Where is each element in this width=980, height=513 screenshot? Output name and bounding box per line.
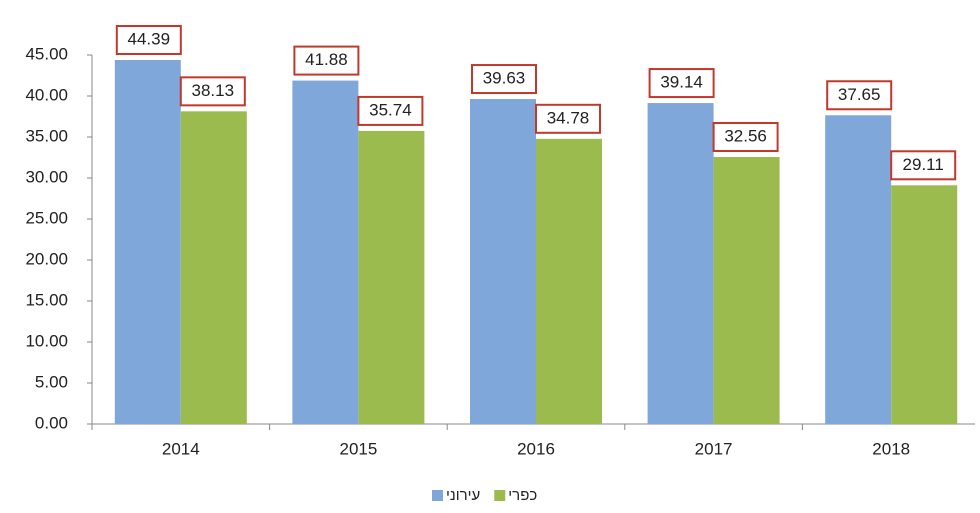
bar	[825, 115, 892, 425]
x-tick-label: 2017	[695, 439, 733, 458]
bar	[713, 157, 780, 424]
value-label-box	[648, 68, 715, 99]
y-tick-label: 30.00	[25, 167, 68, 186]
y-tick-label: 25.00	[25, 208, 68, 227]
value-label-box	[293, 45, 360, 76]
y-tick-label: 40.00	[25, 85, 68, 104]
y-tick-label: 5.00	[35, 372, 68, 391]
y-tick-label: 35.00	[25, 126, 68, 145]
value-label: 37.65	[838, 85, 881, 104]
value-label-box	[357, 95, 424, 126]
bar	[647, 103, 714, 424]
value-label: 32.56	[724, 126, 767, 145]
y-tick-label: 0.00	[35, 413, 68, 432]
value-label: 34.78	[547, 108, 590, 127]
bar	[891, 185, 958, 424]
value-label: 44.39	[128, 29, 171, 48]
value-label: 39.14	[660, 73, 703, 92]
value-label: 29.11	[903, 155, 944, 174]
bar	[358, 130, 425, 424]
y-tick-label: 15.00	[25, 290, 68, 309]
legend-label: כפרי	[508, 487, 537, 504]
legend-swatch	[432, 490, 443, 501]
y-tick-label: 45.00	[25, 44, 68, 63]
x-tick-label: 2018	[872, 439, 910, 458]
x-tick-label: 2014	[162, 439, 200, 458]
value-label-box	[115, 25, 182, 56]
y-tick-label: 10.00	[25, 331, 68, 350]
value-label-box	[471, 64, 537, 95]
value-label: 39.63	[483, 69, 526, 88]
value-label: 35.74	[369, 100, 412, 119]
value-label-box	[890, 150, 957, 181]
bar	[536, 138, 602, 424]
legend-swatch	[494, 490, 506, 501]
x-tick-label: 2016	[517, 439, 555, 458]
value-label-box	[179, 76, 246, 107]
value-label: 38.13	[192, 81, 235, 100]
bar	[180, 111, 247, 425]
legend-label: עירוני	[446, 487, 480, 504]
value-label-box	[535, 103, 601, 134]
value-label-box	[712, 122, 779, 153]
bar	[292, 80, 359, 425]
bar	[470, 99, 536, 424]
y-tick-label: 20.00	[25, 249, 68, 268]
value-label-box	[826, 80, 893, 111]
value-label: 41.88	[305, 50, 348, 69]
x-tick-label: 2015	[339, 439, 377, 458]
bar	[114, 60, 181, 424]
